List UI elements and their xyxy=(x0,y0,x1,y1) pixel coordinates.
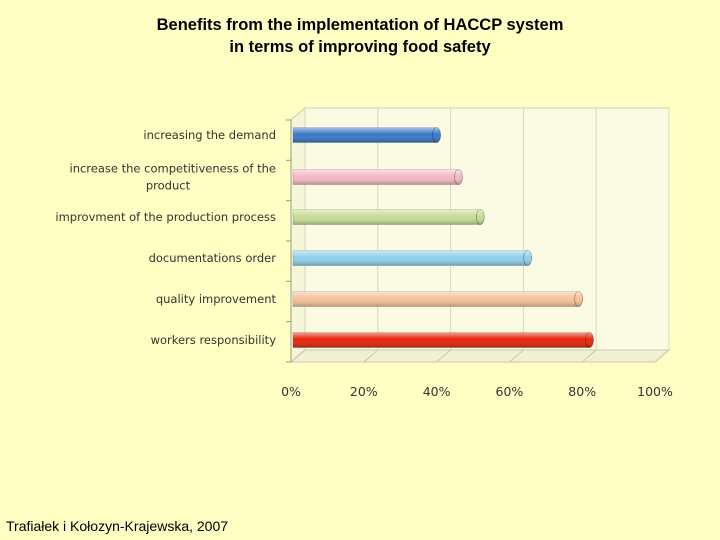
bar-end-cap-shading xyxy=(585,332,594,348)
category-label: increase the competitiveness of the xyxy=(70,162,277,176)
bar-shading xyxy=(293,250,528,266)
plot-floor xyxy=(289,349,671,363)
category-labels: increasing the demand increase the compet… xyxy=(55,128,276,347)
floor-gridline xyxy=(363,349,379,363)
bar-5 xyxy=(292,291,583,307)
floor-gridline xyxy=(436,349,451,363)
chart-title-line-2: in terms of improving food safety xyxy=(229,38,491,56)
source-citation: Trafiałek i Kołozyn-Krajewska, 2007 xyxy=(6,518,229,534)
chart-title-line-1: Benefits from the implementation of HACC… xyxy=(156,16,564,34)
bar-6 xyxy=(292,332,594,348)
plot-area xyxy=(289,106,671,364)
plot-left-wall xyxy=(290,106,306,364)
x-tick-label: 80% xyxy=(568,384,596,399)
floor-gridline xyxy=(290,349,306,363)
bar-1 xyxy=(292,127,442,143)
bar-shading xyxy=(293,291,579,307)
category-label: improvment of the production process xyxy=(55,210,276,224)
floor-gridline xyxy=(581,349,597,363)
bar-2 xyxy=(292,169,463,185)
gridlines xyxy=(286,108,670,363)
category-label: quality improvement xyxy=(156,292,277,306)
bar-shading xyxy=(293,209,481,225)
floor-gridline xyxy=(509,349,524,363)
bar-shading xyxy=(293,169,459,185)
category-label: product xyxy=(146,179,191,193)
category-label: documentations order xyxy=(149,251,277,265)
bar-end-cap-shading xyxy=(574,291,583,307)
x-tick-label: 0% xyxy=(281,384,301,399)
x-tick-label: 60% xyxy=(496,384,524,399)
bar-3 xyxy=(292,209,485,225)
x-tick-label: 20% xyxy=(350,384,378,399)
bars xyxy=(292,127,594,348)
bar-end-cap-shading xyxy=(432,127,441,143)
plot-back-wall xyxy=(304,107,670,351)
bar-end-cap-shading xyxy=(454,169,463,185)
bar-4 xyxy=(292,250,532,266)
x-tick-label: 40% xyxy=(423,384,451,399)
bar-shading xyxy=(293,127,437,143)
bar-shading xyxy=(293,332,590,348)
category-label: increasing the demand xyxy=(143,128,276,142)
chart-title: Benefits from the implementation of HACC… xyxy=(0,14,720,58)
x-tick-labels: 0% 20% 40% 60% 80% 100% xyxy=(281,384,673,399)
bar-end-cap-shading xyxy=(523,250,532,266)
category-label: workers responsibility xyxy=(151,333,277,347)
floor-gridline xyxy=(654,349,670,363)
x-tick-label: 100% xyxy=(637,384,673,399)
bar-end-cap-shading xyxy=(476,209,485,225)
